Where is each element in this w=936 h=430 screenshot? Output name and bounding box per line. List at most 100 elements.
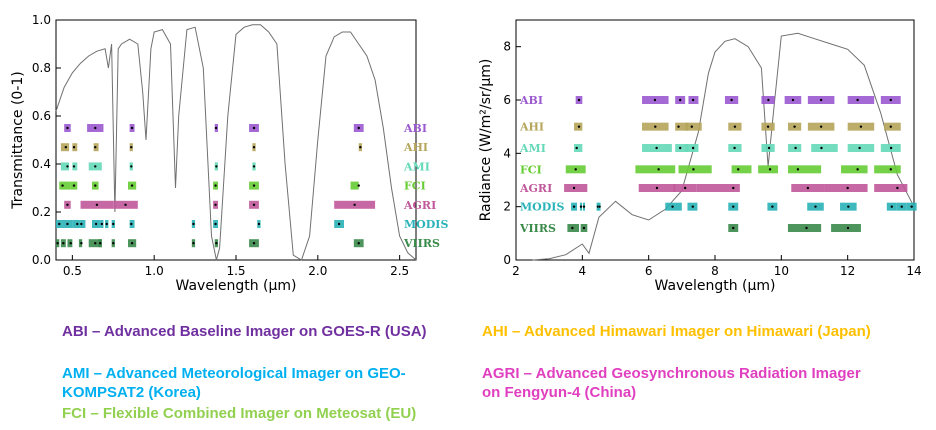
band-center-modis-6 bbox=[671, 205, 674, 208]
band-center-modis-1 bbox=[58, 222, 61, 226]
note-agri: AGRI – Advanced Geosynchronous Radiation… bbox=[482, 365, 861, 401]
band-center-modis-11 bbox=[214, 222, 217, 226]
band-fci-6 bbox=[787, 165, 822, 174]
band-center-modis-2 bbox=[579, 205, 583, 208]
instrument-label-viirs: VIIRS bbox=[403, 237, 440, 250]
x-tick-label: 12 bbox=[840, 264, 855, 278]
band-ami-9 bbox=[847, 144, 875, 152]
band-center-modis-10 bbox=[814, 205, 817, 208]
band-fci-5 bbox=[758, 165, 779, 174]
band-center-ahi-5 bbox=[252, 146, 256, 149]
band-center-modis-12 bbox=[257, 222, 261, 226]
band-center-abi-2 bbox=[94, 126, 97, 130]
band-center-agri-2 bbox=[95, 203, 99, 206]
band-center-ami-4 bbox=[130, 165, 133, 168]
band-center-abi-4 bbox=[691, 98, 695, 102]
band-center-agri-3 bbox=[683, 186, 687, 190]
chart-1: ABI AHI AMI FCI AGRI MODIS VIIRS 0.5 1.0 1.5 2.0 2.… bbox=[10, 13, 448, 294]
band-center-ami-6 bbox=[252, 165, 256, 168]
note-abi: ABI – Advanced Baseline Imager on GOES-R… bbox=[62, 323, 427, 340]
note-fci: FCI – Flexible Combined Imager on Meteos… bbox=[62, 405, 417, 422]
instrument-label-ami: AMI bbox=[519, 142, 546, 155]
band-center-ahi-10 bbox=[889, 125, 892, 128]
x-tick-label: 10 bbox=[774, 264, 789, 278]
y-axis-label: Radiance (W/m²/sr/μm) bbox=[478, 59, 494, 222]
band-center-fci-4 bbox=[737, 168, 740, 171]
x-tick-label: 0.5 bbox=[63, 264, 82, 278]
band-fci-2 bbox=[635, 165, 676, 174]
band-center-ami-3 bbox=[678, 146, 682, 150]
band-ami-4 bbox=[685, 144, 699, 152]
band-center-agri-6 bbox=[846, 186, 849, 190]
band-center-fci-7 bbox=[357, 184, 360, 187]
band-center-modis-7 bbox=[691, 205, 694, 208]
instrument-label-ahi: AHI bbox=[403, 141, 428, 154]
band-center-abi-3 bbox=[130, 126, 134, 130]
instrument-label-modis: MODIS bbox=[404, 218, 448, 231]
instrument-label-viirs: VIIRS bbox=[519, 222, 556, 235]
spectrum-curve bbox=[55, 24, 417, 261]
band-center-ami-9 bbox=[858, 146, 861, 150]
x-tick-label: 8 bbox=[711, 264, 719, 278]
band-center-modis-13 bbox=[900, 205, 903, 208]
band-center-modis-5 bbox=[94, 222, 98, 226]
band-ahi-3 bbox=[675, 122, 689, 131]
y-tick-label: 0.4 bbox=[32, 157, 51, 171]
charts-area: ABI AHI AMI FCI AGRI MODIS VIIRS 0.5 1.0 1.5 2.0 2.… bbox=[10, 13, 922, 294]
band-center-fci-4 bbox=[130, 184, 134, 187]
band-center-modis-3 bbox=[582, 205, 586, 208]
instrument-label-agri: AGRI bbox=[519, 182, 552, 195]
band-center-fci-7 bbox=[856, 168, 859, 171]
band-center-fci-3 bbox=[692, 168, 695, 171]
band-center-viirs-3 bbox=[732, 226, 735, 230]
band-center-ahi-3 bbox=[677, 125, 680, 128]
band-center-modis-9 bbox=[130, 222, 133, 226]
band-center-agri-3 bbox=[124, 203, 127, 206]
band-center-ahi-7 bbox=[793, 125, 796, 128]
band-center-ahi-4 bbox=[130, 146, 133, 149]
band-center-abi-4 bbox=[214, 126, 218, 130]
band-center-ami-6 bbox=[767, 146, 771, 150]
band-center-ahi-6 bbox=[766, 125, 770, 128]
band-center-abi-2 bbox=[653, 98, 657, 102]
band-center-abi-7 bbox=[791, 98, 795, 102]
y-tick-label: 1.0 bbox=[32, 13, 51, 27]
y-tick-label: 0 bbox=[503, 253, 511, 267]
instrument-label-abi: ABI bbox=[519, 94, 543, 107]
band-center-ahi-5 bbox=[733, 125, 737, 128]
band-fci-7 bbox=[350, 181, 359, 190]
band-viirs-4 bbox=[787, 224, 822, 232]
band-agri-6 bbox=[824, 184, 868, 192]
x-tick-label: 1.5 bbox=[226, 264, 245, 278]
band-center-viirs-8 bbox=[130, 242, 134, 245]
x-tick-label: 6 bbox=[645, 264, 653, 278]
band-center-agri-5 bbox=[806, 186, 810, 190]
y-tick-label: 0.8 bbox=[32, 61, 51, 75]
instrument-label-fci: FCI bbox=[520, 163, 542, 176]
band-center-agri-7 bbox=[896, 186, 899, 190]
band-center-abi-5 bbox=[730, 98, 733, 102]
band-fci-7 bbox=[841, 165, 868, 174]
band-center-ami-10 bbox=[889, 146, 893, 150]
band-center-ahi-2 bbox=[72, 146, 76, 149]
band-fci-8 bbox=[874, 165, 901, 174]
y-tick-label: 8 bbox=[503, 40, 511, 54]
band-center-viirs-9 bbox=[192, 242, 195, 245]
x-tick-label: 1.0 bbox=[145, 264, 164, 278]
band-center-ami-8 bbox=[820, 146, 823, 150]
band-center-modis-10 bbox=[192, 222, 195, 226]
band-center-modis-7 bbox=[105, 222, 108, 226]
band-fci-1 bbox=[59, 181, 71, 190]
band-center-ahi-1 bbox=[64, 146, 68, 149]
band-center-modis-9 bbox=[771, 205, 774, 208]
band-center-viirs-4 bbox=[805, 226, 808, 230]
x-tick-label: 2.5 bbox=[390, 264, 409, 278]
spectrum-curve bbox=[532, 32, 915, 261]
band-center-viirs-1 bbox=[571, 226, 574, 230]
band-center-abi-6 bbox=[767, 98, 770, 102]
band-center-viirs-4 bbox=[80, 242, 83, 245]
band-center-modis-1 bbox=[572, 205, 576, 208]
band-center-ahi-4 bbox=[690, 125, 693, 128]
y-tick-label: 2 bbox=[503, 200, 511, 214]
